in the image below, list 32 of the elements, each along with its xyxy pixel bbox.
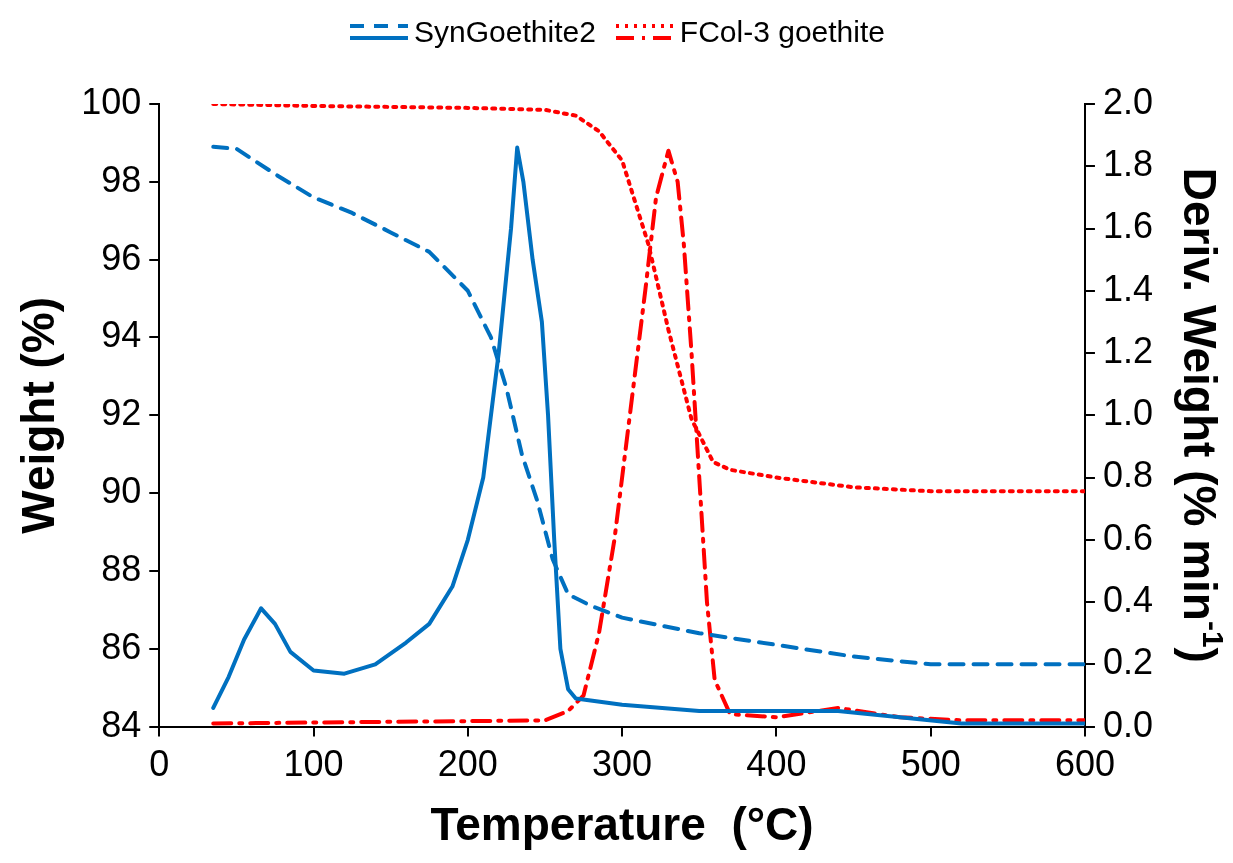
y2-tick-label: 1.8 (1102, 143, 1153, 185)
legend-label: FCol-3 goethite (679, 15, 885, 49)
y-tick-label: 96 (101, 236, 142, 278)
x-tick-label: 500 (900, 743, 961, 785)
y-tick-label: 100 (81, 80, 142, 122)
y-tick-label: 94 (101, 314, 142, 356)
x-tick-label: 300 (592, 743, 653, 785)
y2-axis-title: Deriv. Weight (% min-1) (1174, 167, 1230, 663)
y-tick-label: 86 (101, 625, 142, 667)
y2-tick-label: 1.0 (1102, 392, 1153, 434)
y2-tick-label: 1.2 (1102, 329, 1153, 371)
y2-tick-label: 0.6 (1102, 516, 1153, 558)
y2-tick-label: 0.2 (1102, 641, 1153, 683)
y-tick-label: 98 (101, 158, 142, 200)
legend-label: SynGoethite2 (414, 15, 596, 49)
y2-tick-label: 2.0 (1102, 80, 1153, 122)
y2-tick-label: 0.0 (1102, 703, 1153, 745)
y-tick-label: 84 (101, 703, 142, 745)
y2-tick-label: 0.4 (1102, 579, 1153, 620)
y-tick-label: 88 (101, 547, 142, 589)
x-tick-label: 600 (1054, 743, 1115, 785)
y2-tick-label: 0.8 (1102, 454, 1153, 496)
x-tick-label: 100 (283, 743, 344, 785)
y-axis-title: Weight (%) (12, 296, 65, 534)
y-tick-label: 90 (101, 470, 142, 512)
y2-tick-label: 1.6 (1102, 205, 1153, 247)
x-tick-label: 200 (437, 743, 498, 785)
x-tick-label: 400 (746, 743, 807, 785)
x-tick-label: 0 (149, 743, 170, 785)
y2-tick-label: 1.4 (1102, 267, 1153, 309)
y-tick-label: 92 (101, 392, 142, 434)
x-axis-title: Temperature (°C) (430, 798, 814, 851)
